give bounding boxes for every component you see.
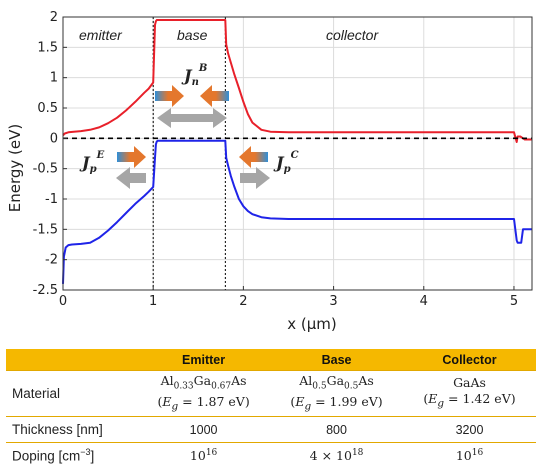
header-emitter: Emitter (137, 349, 271, 371)
jn-letter: J (181, 66, 193, 85)
x-tick-label: 4 (420, 294, 428, 309)
x-tick-label: 0 (59, 294, 67, 309)
y-axis-title: Energy (eV) (6, 124, 24, 212)
y-tick-label: 1 (50, 71, 58, 86)
x-tick-label: 1 (149, 294, 157, 309)
row-label-thickness: Thickness [nm] (6, 416, 138, 443)
axis-ticks: 0 1 2 3 4 5 2 1.5 1 0.5 0 -0.5 -1 -1.5 -2 -2.5 (33, 10, 518, 309)
y-tick-label: 0 (50, 131, 58, 146)
table-row-doping: Doping [cm−3] 1016 4 × 1018 1016 (6, 442, 536, 468)
electron-arrow-left (200, 85, 229, 107)
jp-c-letter: J (273, 153, 285, 172)
current-label-jn-base: JnB (181, 63, 207, 88)
band-diagram-chart: 0 1 2 3 4 5 2 1.5 1 0.5 0 -0.5 -1 -1.5 -2 -2.5 Energy (… (6, 10, 533, 333)
cell-doping-emitter: 1016 (137, 442, 271, 468)
jp-c-sub: p (284, 164, 291, 175)
y-tick-label: 0.5 (37, 101, 58, 116)
cell-material-collector: GaAs (Eg = 1.42 eV) (403, 370, 536, 417)
y-tick-label: -2 (45, 253, 58, 268)
y-tick-label: 1.5 (37, 40, 58, 55)
region-label-emitter: emitter (79, 27, 123, 43)
header-base: Base (270, 349, 404, 371)
cell-doping-collector: 1016 (403, 442, 536, 468)
region-dividers (152, 17, 226, 290)
table-row-thickness: Thickness [nm] 1000 800 3200 (6, 416, 536, 443)
table-row-material: Material Al0.33Ga0.67As (Eg = 1.87 eV) A… (6, 370, 536, 417)
region-label-collector: collector (326, 27, 379, 43)
cell-thickness-collector: 3200 (403, 416, 536, 443)
current-label-jp-collector: JpC (273, 150, 299, 175)
header-collector: Collector (403, 349, 536, 371)
electron-arrow-right (155, 85, 184, 107)
material-table: Emitter Base Collector Material Al0.33Ga… (6, 349, 536, 468)
table-header-row: Emitter Base Collector (6, 349, 536, 371)
region-label-base: base (177, 27, 208, 43)
grid-lines (62, 16, 532, 291)
y-tick-label: -1.5 (33, 222, 58, 237)
emitter-hole-arrow-right (117, 146, 146, 168)
jn-sup: B (198, 63, 207, 74)
collector-hole-arrow-right (240, 167, 270, 189)
jp-c-sup: C (291, 150, 299, 161)
current-label-jp-emitter: JpE (79, 150, 105, 175)
jp-e-sub: p (90, 164, 97, 175)
x-tick-label: 3 (329, 294, 337, 309)
collector-hole-arrow-left (239, 146, 268, 168)
cell-thickness-emitter: 1000 (137, 416, 271, 443)
current-arrows (116, 85, 270, 189)
y-tick-label: -1 (45, 192, 58, 207)
x-axis-title: x (μm) (287, 315, 337, 333)
row-label-material: Material (6, 370, 138, 417)
jn-sub: n (192, 77, 199, 88)
cell-thickness-base: 800 (270, 416, 404, 443)
hole-arrow-double (157, 108, 227, 128)
y-tick-label: -0.5 (33, 162, 58, 177)
cell-doping-base: 4 × 1018 (270, 442, 404, 468)
row-label-doping: Doping [cm−3] (6, 442, 138, 468)
y-tick-label: 2 (50, 10, 58, 25)
series-layer (62, 19, 532, 284)
emitter-hole-arrow-left (116, 167, 146, 189)
cell-material-emitter: Al0.33Ga0.67As (Eg = 1.87 eV) (137, 370, 271, 417)
jp-e-sup: E (96, 150, 105, 161)
plot-frame (62, 16, 533, 291)
x-tick-label: 5 (510, 294, 518, 309)
y-tick-label: -2.5 (33, 283, 58, 298)
cell-material-base: Al0.5Ga0.5As (Eg = 1.99 eV) (270, 370, 404, 417)
valence-band-line (62, 139, 532, 284)
header-empty (6, 349, 138, 371)
x-tick-label: 2 (239, 294, 247, 309)
conduction-band-line (62, 19, 532, 143)
jp-e-letter: J (79, 153, 91, 172)
